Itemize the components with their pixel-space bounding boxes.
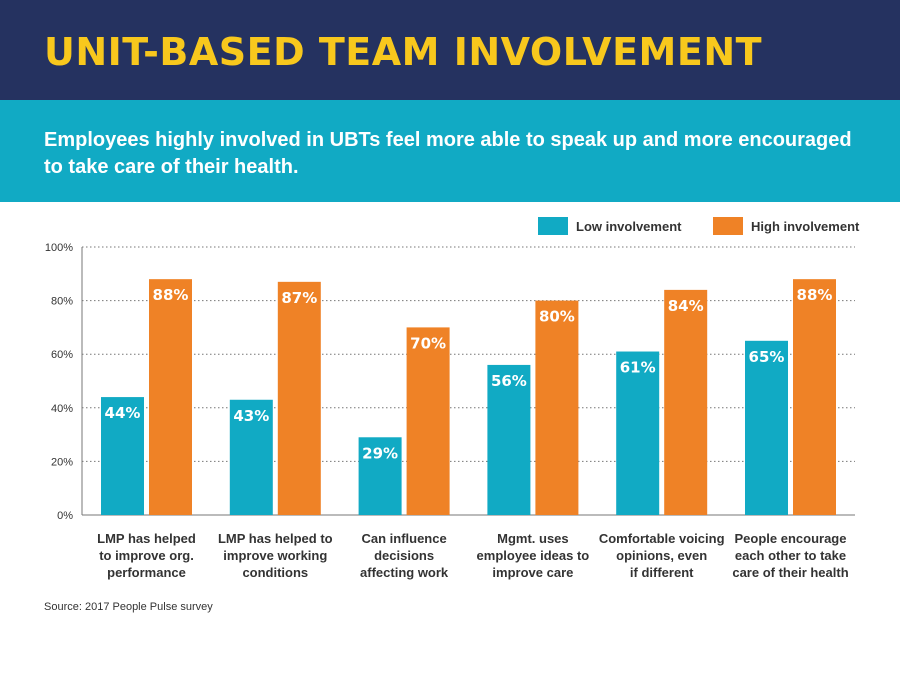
bar-value-label: 87% xyxy=(281,289,317,307)
bar-value-label: 84% xyxy=(668,297,704,315)
bar-high xyxy=(277,281,321,515)
x-category-label-line: LMP has helped to xyxy=(217,531,333,546)
y-tick-label: 40% xyxy=(51,403,73,415)
legend-swatch-high xyxy=(713,217,743,235)
bar-low xyxy=(616,351,660,515)
x-category-label-line: performance xyxy=(107,565,186,580)
bar-low xyxy=(745,340,788,515)
bar-low xyxy=(487,364,531,515)
page-title: UNIT-BASED TEAM INVOLVEMENT xyxy=(44,30,763,74)
bar-value-label: 65% xyxy=(749,348,785,366)
x-category-label-line: opinions, even xyxy=(616,548,708,563)
subtitle-band xyxy=(0,100,900,202)
bar-value-label: 56% xyxy=(491,372,527,390)
legend-label-low: Low involvement xyxy=(576,218,682,234)
legend-label-high: High involvement xyxy=(751,218,860,234)
bar-value-label: 29% xyxy=(362,444,398,462)
y-tick-label: 0% xyxy=(57,510,73,522)
legend-item-low: Low involvement xyxy=(538,216,681,236)
x-category-label-line: decisions xyxy=(374,548,435,563)
x-category-label-line: if different xyxy=(629,565,694,580)
x-category-label: Mgmt. uses employee ideas to improve care xyxy=(468,530,598,581)
bar-high xyxy=(406,327,450,515)
bar-high xyxy=(664,289,708,515)
bar-low xyxy=(101,397,144,515)
x-category-label-line: each other to take xyxy=(734,548,847,563)
x-category-label: Can influence decisions affecting work xyxy=(339,530,469,581)
bar-value-label: 44% xyxy=(105,404,141,422)
bar-value-label: 70% xyxy=(410,334,446,352)
x-category-label-line: LMP has helped xyxy=(97,531,196,546)
x-category-label-line: People encourage xyxy=(734,531,847,546)
x-category-label-line: Mgmt. uses xyxy=(497,531,569,546)
x-category-label-line: conditions xyxy=(242,565,309,580)
x-category-label-line: improve working xyxy=(223,548,328,563)
bar-value-label: 80% xyxy=(539,308,575,326)
y-tick-label: 20% xyxy=(51,456,73,468)
x-category-label-line: improve care xyxy=(492,565,574,580)
bar-high xyxy=(149,279,192,515)
y-tick-label: 60% xyxy=(51,349,73,361)
y-tick-label: 100% xyxy=(45,242,73,254)
x-category-label: Comfortable voicing opinions, even if diff… xyxy=(597,530,727,581)
legend-swatch-low xyxy=(538,217,568,235)
legend-item-high: High involvement xyxy=(713,216,859,236)
x-category-label: LMP has helped to improve working conditio… xyxy=(210,530,340,581)
x-category-label: People encourage each other to take care o… xyxy=(726,530,856,581)
bar-high xyxy=(535,300,579,515)
header-band xyxy=(0,0,900,100)
x-category-label-line: employee ideas to xyxy=(476,548,590,563)
x-category-label-line: Comfortable voicing xyxy=(598,531,725,546)
x-category-label: LMP has helped to improve org. performance xyxy=(82,530,212,581)
bar-low xyxy=(229,399,273,515)
bar-low xyxy=(358,437,402,515)
x-category-label-line: affecting work xyxy=(360,565,449,580)
x-category-label-line: to improve org. xyxy=(99,548,194,563)
page-subtitle: Employees highly involved in UBTs feel m… xyxy=(44,129,852,178)
x-category-label-line: Can influence xyxy=(361,531,447,546)
bar-high xyxy=(793,279,836,515)
bar-value-label: 43% xyxy=(233,407,269,425)
bar-value-label: 88% xyxy=(153,286,189,304)
bar-value-label: 61% xyxy=(620,359,656,377)
y-tick-label: 80% xyxy=(51,296,73,308)
bar-value-label: 88% xyxy=(797,286,833,304)
source-note: Source: 2017 People Pulse survey xyxy=(44,601,213,613)
x-category-label-line: care of their health xyxy=(732,565,849,580)
